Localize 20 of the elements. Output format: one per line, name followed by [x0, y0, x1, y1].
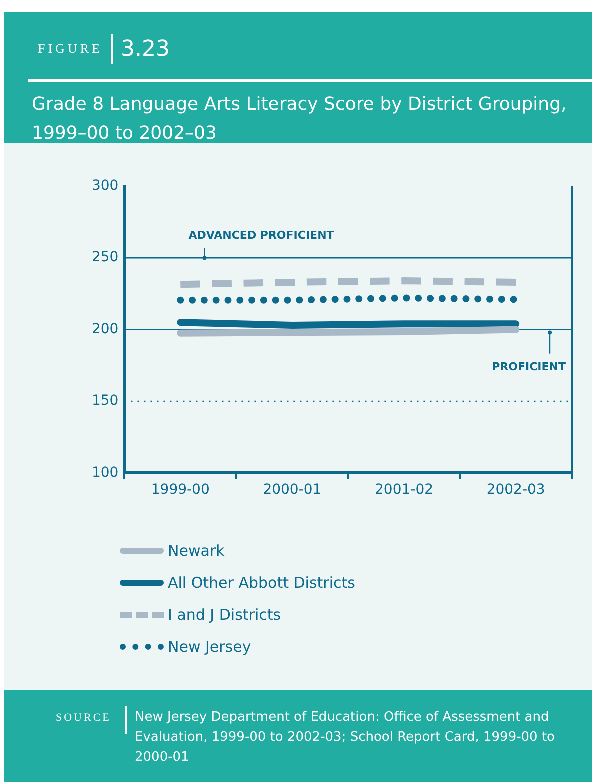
y-tick-label: 300: [92, 178, 119, 194]
x-tick-label: 2001-02: [375, 482, 434, 498]
text: SOURCE: [56, 712, 112, 724]
y-tick-label: 200: [92, 321, 119, 338]
y-tick-label: 250: [92, 250, 119, 266]
text: 3.23: [120, 36, 170, 62]
legend-label: I and J Districts: [168, 606, 282, 624]
x-tick-label: 2000-01: [263, 482, 322, 498]
text: FIGURE: [38, 41, 103, 57]
x-tick-label: 2002-03: [486, 482, 546, 498]
chart-title: Grade 8 Language Arts Literacy Score by District Grouping, 1999–00 to 2002–03: [32, 93, 568, 146]
y-tick-label: 150: [92, 393, 119, 410]
ref-line-label: PROFICIENT: [492, 360, 566, 374]
legend-label: All Other Abbott Districts: [168, 574, 356, 592]
ref-line-label: ADVANCED PROFICIENT: [188, 228, 335, 242]
legend-label: Newark: [168, 542, 225, 560]
y-tick-label: 100: [92, 464, 119, 481]
x-tick-label: 1999-00: [151, 482, 210, 498]
text: New Jersey Department of Education: Office of Assessment and Evaluation, 1999-00 to 2002-03; School Report Card, 1999-00 to 2000-01: [135, 709, 556, 767]
legend-label: New Jersey: [168, 638, 252, 656]
